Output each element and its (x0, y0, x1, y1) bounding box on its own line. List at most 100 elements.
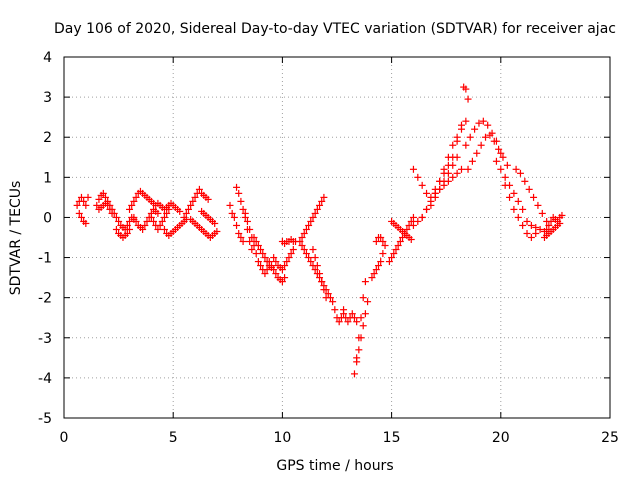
data-point (409, 221, 417, 229)
data-point (278, 266, 286, 274)
data-point (335, 318, 343, 326)
data-point (309, 213, 317, 221)
series-arc-a (73, 193, 92, 209)
data-point (270, 266, 278, 274)
x-tick-label: 20 (492, 430, 510, 446)
data-point (350, 314, 358, 322)
y-tick-label: 2 (43, 130, 52, 146)
series-arc-x (309, 246, 330, 302)
data-point (257, 246, 265, 254)
data-point (239, 205, 247, 213)
y-tick-label: 4 (43, 50, 52, 66)
data-point (126, 225, 134, 233)
series-arc-m (187, 215, 221, 241)
data-point (462, 141, 470, 149)
data-point (514, 197, 522, 205)
series-arc-u (278, 236, 300, 248)
data-point (123, 221, 131, 229)
data-point (381, 242, 389, 250)
data-point (407, 236, 415, 244)
data-point (523, 217, 531, 225)
data-point (390, 250, 398, 258)
data-point (252, 238, 260, 246)
data-point (156, 221, 164, 229)
x-tick-label: 25 (601, 430, 619, 446)
grid-layer (64, 57, 610, 418)
data-point (355, 346, 363, 354)
data-point (235, 229, 243, 237)
data-point (106, 205, 114, 213)
data-point (409, 213, 417, 221)
data-point (300, 229, 308, 237)
data-point (313, 262, 321, 270)
data-point (243, 217, 251, 225)
data-point (233, 183, 241, 191)
data-point (305, 254, 313, 262)
series-arc-f (112, 225, 134, 241)
data-point (453, 133, 461, 141)
data-point (477, 141, 485, 149)
y-tick-label: 1 (43, 170, 52, 186)
data-point (189, 197, 197, 205)
data-point (436, 185, 444, 193)
data-point (492, 157, 500, 165)
data-point (449, 161, 457, 169)
data-point (329, 298, 337, 306)
data-point (115, 217, 123, 225)
series-arc-ac (368, 242, 389, 282)
data-point (248, 246, 256, 254)
series-arc-ao (501, 181, 540, 241)
data-point (158, 217, 166, 225)
data-point (471, 125, 479, 133)
data-point (126, 205, 134, 213)
series-arc-an (492, 157, 527, 213)
data-point (305, 221, 313, 229)
data-point (278, 278, 286, 286)
data-point (261, 254, 269, 262)
data-point (270, 254, 278, 262)
x-axis-label: GPS time / hours (276, 458, 393, 474)
data-point (372, 238, 380, 246)
data-point (95, 195, 103, 203)
series-arc-o (226, 201, 247, 246)
data-point (514, 213, 522, 221)
series-arc-b (75, 209, 90, 227)
data-point (331, 306, 339, 314)
data-point (532, 223, 540, 231)
data-point (414, 173, 422, 181)
data-point (423, 189, 431, 197)
data-point (440, 165, 448, 173)
data-point (237, 197, 245, 205)
data-point (403, 225, 411, 233)
data-point (364, 298, 372, 306)
data-point (427, 197, 435, 205)
data-point (132, 217, 140, 225)
data-point (160, 213, 168, 221)
x-tick-label: 15 (383, 430, 401, 446)
data-point (497, 165, 505, 173)
data-point (418, 213, 426, 221)
data-point (246, 238, 254, 246)
data-point (475, 119, 483, 127)
data-point (75, 209, 83, 217)
data-point (357, 314, 365, 322)
data-point (132, 193, 140, 201)
series-arc-aa (350, 298, 372, 378)
data-point (281, 274, 289, 282)
data-point (361, 310, 369, 318)
data-point (490, 137, 498, 145)
series-arc-l (180, 185, 212, 221)
data-point (143, 217, 151, 225)
data-point (479, 117, 487, 125)
data-point (318, 278, 326, 286)
data-point (311, 209, 319, 217)
data-point (195, 185, 203, 193)
y-tick-label: -4 (38, 371, 52, 387)
data-point (453, 169, 461, 177)
data-point (104, 201, 112, 209)
data-point (385, 258, 393, 266)
series-arc-ak (460, 83, 472, 103)
data-point (344, 318, 352, 326)
ticks-layer: 0 5 10 15 20 25 -5 -4 -3 -2 -1 0 1 2 3 4 (38, 50, 619, 446)
